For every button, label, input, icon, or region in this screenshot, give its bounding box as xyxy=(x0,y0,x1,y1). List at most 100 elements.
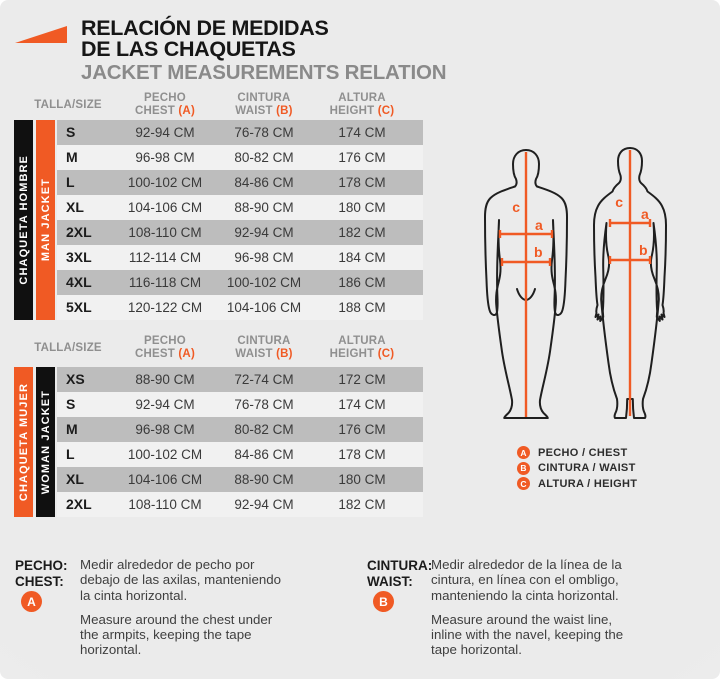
waist-cell: 104-106 CM xyxy=(226,300,302,315)
woman-table-side-label-en: WOMAN JACKET xyxy=(36,367,55,517)
woman-chest-measure-line xyxy=(608,219,652,227)
chest-cell: 100-102 CM xyxy=(127,175,203,190)
height-cell: 176 CM xyxy=(338,150,386,165)
waist-cell: 96-98 CM xyxy=(234,250,294,265)
man-label-c: c xyxy=(512,199,520,215)
woman-figure: c a b xyxy=(593,147,667,419)
height-cell: 182 CM xyxy=(338,497,386,512)
accent-triangle-icon xyxy=(15,26,67,43)
table-row: M 96-98 CM 80-82 CM 176 CM xyxy=(57,417,423,442)
size-cell: XL xyxy=(66,199,84,215)
chest-cell: 92-94 CM xyxy=(135,397,195,412)
size-cell: XS xyxy=(66,371,85,387)
woman-table-side-label-es: CHAQUETA MUJER xyxy=(14,367,33,517)
title-english: JACKET MEASUREMENTS RELATION xyxy=(81,61,447,84)
man-waist-measure-line xyxy=(500,258,552,266)
legend-item-waist: B CINTURA / WAIST xyxy=(517,461,637,475)
waist-instruction-text: Medir alrededor de la línea de la cintur… xyxy=(431,557,624,658)
size-cell: XL xyxy=(66,471,84,487)
woman-waist-measure-line xyxy=(608,256,652,264)
man-figure: c a b xyxy=(484,149,568,419)
woman-column-header-size: TALLA/SIZE xyxy=(34,342,102,354)
table-row: L 100-102 CM 84-86 CM 178 CM xyxy=(57,170,423,195)
height-cell: 174 CM xyxy=(338,397,386,412)
measurement-legend: A PECHO / CHEST B CINTURA / WAIST C ALTU… xyxy=(517,446,637,493)
height-cell: 184 CM xyxy=(338,250,386,265)
height-cell: 186 CM xyxy=(338,275,386,290)
man-column-header-waist: CINTURA WAIST (B) xyxy=(214,92,314,118)
chest-cell: 92-94 CM xyxy=(135,125,195,140)
chest-cell: 104-106 CM xyxy=(127,472,203,487)
woman-column-header-waist: CINTURA WAIST (B) xyxy=(235,335,293,360)
waist-cell: 100-102 CM xyxy=(226,275,302,290)
waist-cell: 88-90 CM xyxy=(234,472,294,487)
chest-cell: 116-118 CM xyxy=(128,275,202,290)
waist-cell: 88-90 CM xyxy=(234,200,294,215)
man-chest-measure-line xyxy=(498,230,554,238)
waist-cell: 72-74 CM xyxy=(234,372,294,387)
waist-cell: 80-82 CM xyxy=(234,422,294,437)
header-chest-es: PECHO xyxy=(144,92,186,104)
man-table-side-label-en: MAN JACKET xyxy=(36,120,55,320)
woman-label-a: a xyxy=(641,206,649,222)
size-cell: 2XL xyxy=(66,496,92,512)
chest-cell: 96-98 CM xyxy=(135,422,195,437)
size-cell: M xyxy=(66,421,78,437)
man-column-header-chest: PECHO CHEST (A) xyxy=(115,92,215,118)
woman-label-b: b xyxy=(639,242,648,258)
height-cell: 172 CM xyxy=(338,372,386,387)
size-cell: S xyxy=(66,124,76,140)
size-cell: S xyxy=(66,396,76,412)
header-waist-letter: (B) xyxy=(276,105,293,117)
waist-cell: 76-78 CM xyxy=(234,125,294,140)
legend-item-chest: A PECHO / CHEST xyxy=(517,446,637,459)
table-row: S 92-94 CM 76-78 CM 174 CM xyxy=(57,120,423,145)
size-cell: 3XL xyxy=(66,249,92,265)
chest-cell: 96-98 CM xyxy=(135,150,195,165)
header-chest-en: CHEST xyxy=(135,105,175,117)
man-column-header-height: ALTURA HEIGHT (C) xyxy=(312,92,412,118)
chest-cell: 88-90 CM xyxy=(135,372,195,387)
chest-instruction-text: Medir alrededor de pecho por debajo de l… xyxy=(80,557,282,658)
header-height-letter: (C) xyxy=(377,105,395,117)
measurement-diagram: c a b c a b xyxy=(484,147,667,419)
size-cell: 2XL xyxy=(66,224,92,240)
chest-cell: 120-122 CM xyxy=(127,300,203,315)
table-row: 5XL 120-122 CM 104-106 CM 188 CM xyxy=(57,295,423,320)
chest-cell: 104-106 CM xyxy=(127,200,203,215)
man-figure-outline xyxy=(484,149,568,419)
chest-instruction-term: PECHO: CHEST: xyxy=(15,558,68,589)
header-waist-en: WAIST xyxy=(235,105,273,117)
height-cell: 182 CM xyxy=(338,225,386,240)
man-column-header-size: TALLA/SIZE xyxy=(34,99,102,111)
waist-cell: 84-86 CM xyxy=(234,447,294,462)
waist-cell: 92-94 CM xyxy=(234,497,294,512)
size-cell: 4XL xyxy=(66,274,92,290)
table-row: XL 104-106 CM 88-90 CM 180 CM xyxy=(57,195,423,220)
woman-label-c: c xyxy=(615,194,623,210)
chest-cell: 108-110 CM xyxy=(128,225,202,240)
height-cell: 180 CM xyxy=(338,472,386,487)
man-table-side-label-es: CHAQUETA HOMBRE xyxy=(14,120,33,320)
letter-b-badge: B xyxy=(517,461,530,475)
height-cell: 178 CM xyxy=(338,175,386,190)
waist-cell: 84-86 CM xyxy=(234,175,294,190)
height-cell: 188 CM xyxy=(338,300,386,315)
height-cell: 174 CM xyxy=(338,125,386,140)
height-cell: 176 CM xyxy=(338,422,386,437)
letter-a-badge: A xyxy=(21,591,42,612)
table-row: 4XL 116-118 CM 100-102 CM 186 CM xyxy=(57,270,423,295)
height-cell: 178 CM xyxy=(338,447,386,462)
man-label-b: b xyxy=(534,244,543,260)
table-row: 2XL 108-110 CM 92-94 CM 182 CM xyxy=(57,220,423,245)
header-height-es: ALTURA xyxy=(338,92,386,104)
table-row: 2XL 108-110 CM 92-94 CM 182 CM xyxy=(57,492,423,517)
letter-c-badge: C xyxy=(517,477,530,490)
header-height-en: HEIGHT xyxy=(329,105,375,117)
table-row: XL 104-106 CM 88-90 CM 180 CM xyxy=(57,467,423,492)
size-cell: M xyxy=(66,149,78,165)
chest-cell: 112-114 CM xyxy=(128,250,202,265)
height-cell: 180 CM xyxy=(338,200,386,215)
woman-column-header-height: ALTURA HEIGHT (C) xyxy=(329,335,395,360)
